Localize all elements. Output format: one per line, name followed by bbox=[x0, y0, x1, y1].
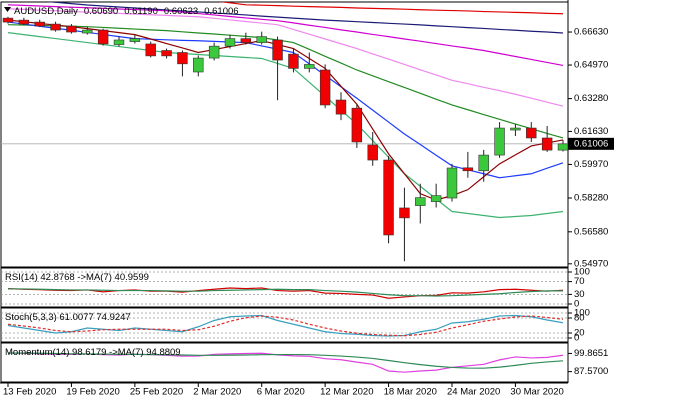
candle-body bbox=[494, 127, 505, 156]
panel-frame bbox=[0, 342, 569, 383]
panel-title: AUDUSD,Daily 0.60690 0.61190 0.60623 0.61006 bbox=[14, 6, 239, 17]
panel-plot bbox=[1, 2, 568, 262]
panel-title-text: Stoch(5,3,3) 61.0077 74.9247 bbox=[5, 312, 131, 323]
candle-body bbox=[288, 53, 299, 69]
candle-body bbox=[161, 50, 172, 57]
candle-body bbox=[415, 197, 426, 206]
current-price-label: 0.61006 bbox=[574, 138, 608, 149]
panel-frame bbox=[0, 307, 569, 343]
y-tick-label: 0.66630 bbox=[574, 27, 608, 38]
y-tick-label: 20 bbox=[574, 328, 585, 339]
x-tick-label: 24 Mar 2020 bbox=[447, 387, 500, 398]
candle-body bbox=[177, 52, 188, 65]
y-tick-label: 87.5700 bbox=[574, 366, 608, 377]
candle-body bbox=[526, 127, 537, 139]
y-tick-label: 100 bbox=[574, 267, 590, 278]
candle-body bbox=[208, 45, 220, 59]
panel-title: Momentum(14) 98.6179 ->MA(7) 94.8809 bbox=[5, 347, 181, 358]
candle-body bbox=[224, 38, 236, 47]
candle-body bbox=[129, 38, 141, 42]
x-tick-label: 6 Mar 2020 bbox=[257, 387, 305, 398]
candle-body bbox=[383, 159, 394, 236]
x-tick-label: 2 Mar 2020 bbox=[193, 387, 241, 398]
y-tick-label: 0.64970 bbox=[574, 60, 608, 71]
candle-body bbox=[113, 39, 125, 45]
candle-body bbox=[193, 57, 204, 73]
candle-body bbox=[240, 38, 252, 43]
panel-frame bbox=[0, 267, 569, 308]
symbol-marker bbox=[4, 7, 11, 12]
x-tick-label: 19 Feb 2020 bbox=[66, 387, 119, 398]
indicator-line bbox=[7, 24, 564, 139]
indicator-line bbox=[7, 315, 564, 337]
panel-title-text: RSI(14) 42.8768 ->MA(7) 40.9599 bbox=[5, 272, 149, 283]
candle-body bbox=[446, 167, 458, 199]
panel-frame bbox=[0, 1, 569, 268]
y-tick-label: 100 bbox=[574, 308, 590, 319]
panel-title-text: Momentum(14) 98.6179 ->MA(7) 94.8809 bbox=[5, 347, 181, 358]
indicator-line bbox=[218, 2, 564, 15]
candle-body bbox=[462, 167, 474, 172]
candle-body bbox=[50, 23, 61, 31]
y-tick-label: 0 bbox=[574, 333, 579, 344]
indicator-line bbox=[46, 2, 564, 34]
x-tick-label: 25 Feb 2020 bbox=[130, 387, 183, 398]
header-value: 0.61006 bbox=[204, 6, 238, 17]
indicator-line bbox=[7, 4, 564, 67]
y-tick-label: 0.56580 bbox=[574, 226, 608, 237]
y-tick-label: 0 bbox=[574, 299, 579, 310]
indicator-line bbox=[8, 288, 564, 297]
indicator-line bbox=[7, 287, 564, 299]
panel-title: Stoch(5,3,3) 61.0077 74.9247 bbox=[5, 312, 131, 323]
current-price-box bbox=[568, 137, 614, 150]
panel-title-text: AUDUSD,Daily bbox=[14, 6, 78, 17]
y-tick-label: 0.54970 bbox=[574, 258, 608, 269]
header-value: 0.60623 bbox=[164, 6, 198, 17]
y-tick-label: 80 bbox=[574, 313, 585, 324]
candle-body bbox=[272, 39, 283, 61]
candle-body bbox=[18, 19, 30, 25]
candle-body bbox=[97, 29, 109, 45]
candle-body bbox=[430, 195, 442, 202]
candle-body bbox=[335, 99, 347, 115]
y-tick-label: 99.8651 bbox=[574, 348, 608, 359]
y-tick-label: 0.63280 bbox=[574, 93, 608, 104]
candle-body bbox=[510, 127, 521, 131]
candle-body bbox=[2, 17, 14, 23]
y-tick-label: 0.58280 bbox=[574, 193, 608, 204]
candle-body bbox=[66, 25, 77, 33]
candle-body bbox=[367, 144, 378, 161]
y-tick-label: 70 bbox=[574, 276, 585, 287]
panel-plot bbox=[7, 352, 564, 373]
candle-body bbox=[478, 154, 489, 172]
header-value: 0.60690 bbox=[84, 6, 118, 17]
candle-body bbox=[541, 137, 553, 151]
y-tick-label: 0.59970 bbox=[574, 159, 608, 170]
candle-body bbox=[319, 69, 331, 106]
panel-plot bbox=[1, 312, 568, 339]
candle-body bbox=[351, 107, 363, 143]
x-tick-label: 12 Mar 2020 bbox=[320, 387, 373, 398]
candle-body bbox=[256, 36, 267, 43]
indicator-line bbox=[7, 8, 564, 107]
candle-body bbox=[82, 29, 93, 34]
candle-body bbox=[34, 21, 45, 27]
indicator-line bbox=[7, 314, 564, 337]
candle-body bbox=[557, 143, 568, 151]
y-tick-label: 0.61630 bbox=[574, 126, 608, 137]
x-tick-label: 13 Feb 2020 bbox=[3, 387, 56, 398]
header-value: 0.61190 bbox=[124, 6, 158, 17]
candle-body bbox=[145, 43, 156, 57]
panel-plot bbox=[1, 271, 568, 305]
candle-body bbox=[399, 207, 410, 219]
y-tick-label: 30 bbox=[574, 289, 585, 300]
x-tick-label: 30 Mar 2020 bbox=[510, 387, 563, 398]
candle-body bbox=[304, 64, 315, 69]
x-tick-label: 18 Mar 2020 bbox=[384, 387, 437, 398]
indicator-line bbox=[8, 352, 564, 369]
panel-title: RSI(14) 42.8768 ->MA(7) 40.9599 bbox=[5, 272, 149, 283]
